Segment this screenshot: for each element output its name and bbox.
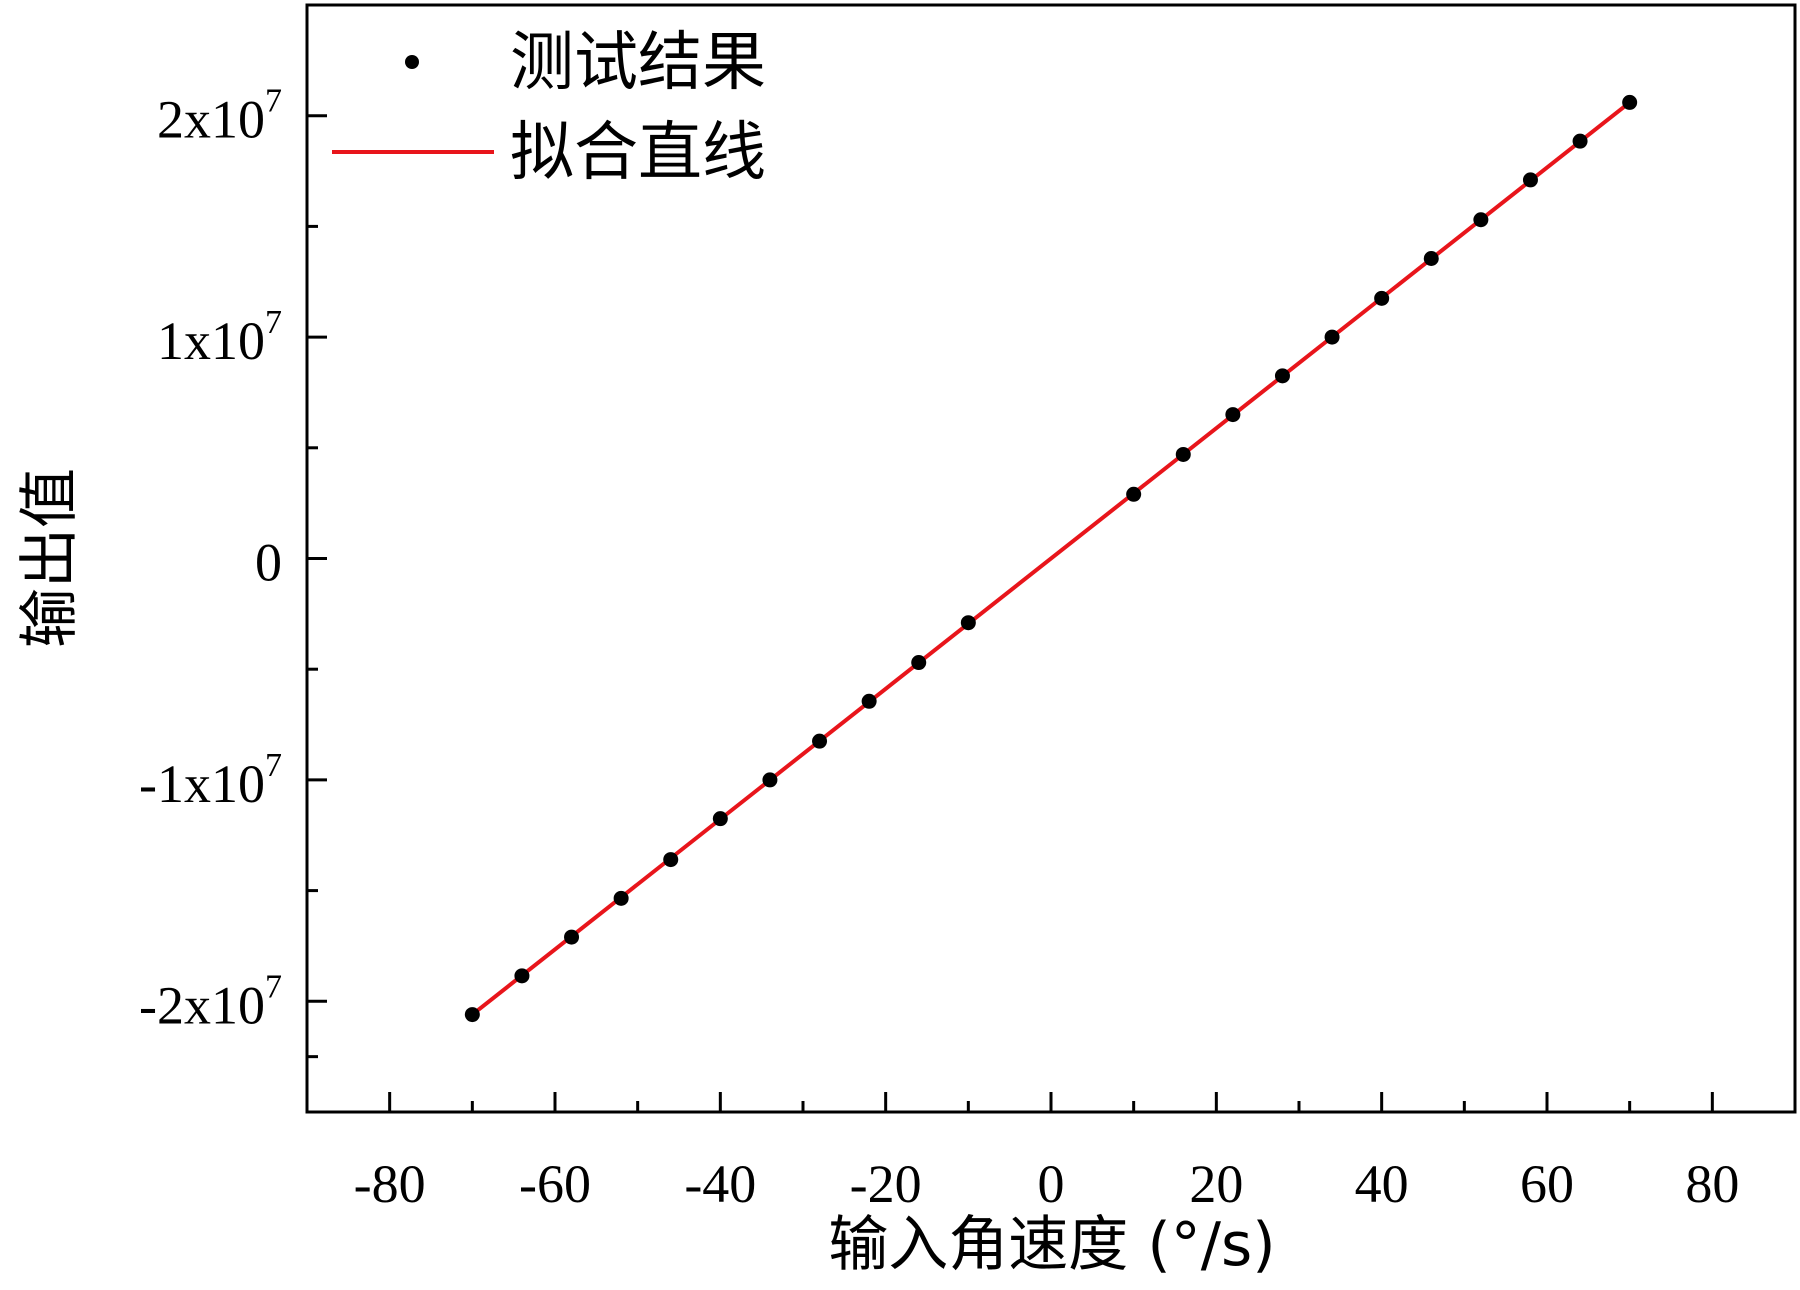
fit-line bbox=[471, 100, 1631, 1017]
x-tick-label: -60 bbox=[519, 1154, 591, 1214]
data-point bbox=[762, 772, 778, 788]
data-point bbox=[812, 733, 828, 749]
data-point bbox=[1274, 368, 1290, 384]
data-point bbox=[1622, 94, 1638, 110]
x-tick-label: 80 bbox=[1685, 1154, 1739, 1214]
legend: 测试结果 拟合直线 bbox=[332, 26, 766, 190]
x-tick-label: 40 bbox=[1355, 1154, 1409, 1214]
data-point bbox=[1374, 290, 1390, 306]
data-point bbox=[861, 693, 877, 709]
data-point bbox=[514, 968, 530, 984]
data-point bbox=[613, 890, 629, 906]
data-point bbox=[1324, 329, 1340, 345]
data-point bbox=[712, 811, 728, 827]
x-tick-label: -20 bbox=[850, 1154, 922, 1214]
x-tick-label: 20 bbox=[1189, 1154, 1243, 1214]
legend-marker-scatter bbox=[405, 55, 419, 69]
y-tick-label: 1x107 bbox=[157, 304, 282, 371]
data-point bbox=[564, 929, 580, 945]
x-tick-label: 60 bbox=[1520, 1154, 1574, 1214]
data-point bbox=[663, 852, 679, 868]
data-point bbox=[1522, 172, 1538, 188]
data-point bbox=[1175, 446, 1191, 462]
legend-label-scatter: 测试结果 bbox=[510, 26, 766, 100]
data-point bbox=[1225, 407, 1241, 423]
y-axis-title: 输出值 bbox=[15, 468, 85, 648]
axes: -80 -60 -40 -20 0 20 40 60 80 -2x107 -1x107 0 1x107 2… bbox=[139, 3, 1797, 1214]
data-point bbox=[911, 655, 927, 671]
data-point bbox=[1572, 133, 1588, 149]
x-axis-title: 输入角速度 (°/s) bbox=[828, 1210, 1275, 1280]
data-point bbox=[464, 1007, 480, 1023]
data-point bbox=[1473, 212, 1489, 228]
x-tick-label: -80 bbox=[354, 1154, 426, 1214]
x-tick-label: -40 bbox=[684, 1154, 756, 1214]
data-point bbox=[1126, 486, 1142, 502]
y-tick-label: -2x107 bbox=[139, 968, 282, 1035]
y-tick-label: 2x107 bbox=[157, 83, 282, 150]
x-tick-label: 0 bbox=[1038, 1154, 1065, 1214]
legend-label-line: 拟合直线 bbox=[510, 116, 766, 190]
plot-area bbox=[464, 94, 1638, 1023]
y-tick-label: -1x107 bbox=[139, 747, 282, 814]
y-tick-label: 0 bbox=[255, 533, 282, 593]
data-point bbox=[1423, 251, 1439, 267]
data-point bbox=[960, 615, 976, 631]
